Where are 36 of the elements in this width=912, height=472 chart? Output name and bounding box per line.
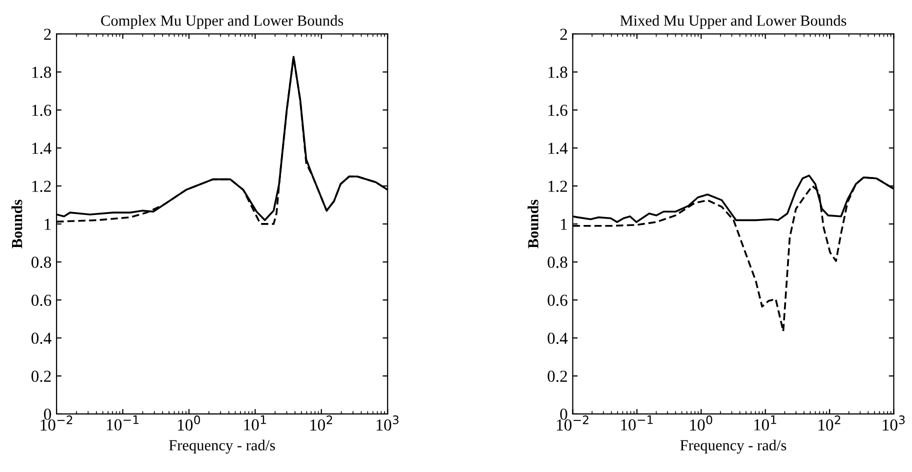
chart-title: Mixed Mu Upper and Lower Bounds bbox=[620, 15, 846, 29]
y-tick-label: 1 bbox=[44, 218, 51, 230]
y-tick-label: 0.4 bbox=[31, 332, 52, 344]
y-tick-label: 1.2 bbox=[32, 180, 51, 192]
y-axis-title: Bounds bbox=[528, 200, 538, 248]
x-tick-label: 10$^{2}$ bbox=[818, 415, 840, 431]
y-tick-label: 1.4 bbox=[32, 142, 52, 154]
y-axis-title: Bounds bbox=[11, 200, 22, 248]
y-tick-label: 1.6 bbox=[548, 104, 568, 116]
y-tick-label: 0.6 bbox=[548, 294, 568, 306]
x-tick-label: 10$^{3}$ bbox=[882, 415, 905, 431]
y-tick-label: 1 bbox=[561, 218, 567, 230]
x-tick-label: 10$^{1}$ bbox=[754, 415, 776, 430]
x-axis-title: Frequency - rad/s bbox=[169, 440, 275, 454]
y-tick-label: 0.2 bbox=[548, 370, 567, 382]
y-tick-label: 2 bbox=[44, 28, 51, 40]
x-tick-label: 10$^{3}$ bbox=[376, 415, 398, 431]
y-tick-label: 1.8 bbox=[548, 66, 568, 78]
x-tick-label: 10$^{−1}$ bbox=[621, 415, 653, 430]
y-tick-label: 0.2 bbox=[31, 370, 51, 382]
y-tick-label: 0.8 bbox=[31, 256, 52, 268]
x-tick-label: 10$^{2}$ bbox=[310, 415, 332, 431]
y-tick-label: 1.4 bbox=[548, 142, 568, 154]
chart-title: Complex Mu Upper and Lower Bounds bbox=[101, 15, 344, 29]
y-tick-label: 0.8 bbox=[548, 256, 568, 268]
x-tick-label: 10$^{−1}$ bbox=[106, 415, 138, 430]
x-tick-label: 10$^{0}$ bbox=[690, 415, 712, 431]
y-tick-label: 2 bbox=[560, 28, 567, 40]
x-axis-title: Frequency - rad/s bbox=[680, 440, 786, 454]
y-tick-label: 0.6 bbox=[31, 294, 52, 306]
x-tick-label: 10$^{0}$ bbox=[178, 415, 200, 431]
y-tick-label: 1.2 bbox=[548, 180, 567, 192]
y-tick-label: 0.4 bbox=[548, 332, 568, 344]
y-tick-label: 1.8 bbox=[32, 66, 52, 78]
x-tick-label: 10$^{1}$ bbox=[244, 415, 266, 430]
y-tick-label: 1.6 bbox=[32, 104, 52, 116]
